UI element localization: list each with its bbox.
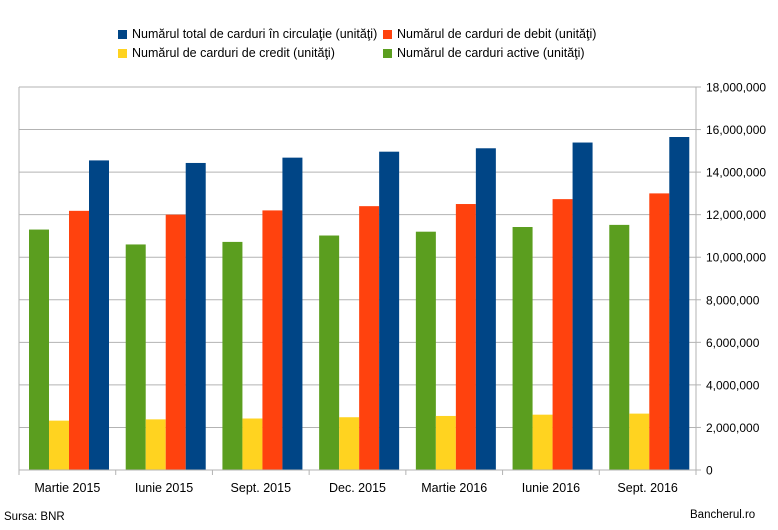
bar <box>165 214 186 470</box>
y-tick-label: 14,000,000 <box>706 166 766 180</box>
bar <box>415 231 436 470</box>
legend-label-total: Numărul total de carduri în circulaţie (… <box>132 27 378 41</box>
y-tick-label: 2,000,000 <box>706 421 760 435</box>
bar <box>532 414 553 470</box>
bar <box>609 224 630 470</box>
x-tick-label: Iunie 2016 <box>522 481 580 495</box>
legend-label-credit: Numărul de carduri de credit (unităţi) <box>132 46 335 60</box>
bar <box>455 204 476 470</box>
bar <box>69 210 89 470</box>
bar <box>89 160 109 471</box>
bar <box>125 244 146 470</box>
bar <box>359 206 380 470</box>
bars <box>29 137 690 471</box>
bar <box>475 148 496 470</box>
bar <box>319 235 340 470</box>
x-tick-label: Sept. 2016 <box>617 481 678 495</box>
legend-item-debit: Numărul de carduri de debit (unităţi) <box>383 27 596 41</box>
bar <box>222 241 243 470</box>
bar <box>512 227 533 470</box>
legend-swatch-total <box>118 29 127 39</box>
bar <box>29 229 49 470</box>
grid-lines <box>19 86 696 471</box>
x-tick-label: Dec. 2015 <box>329 481 386 495</box>
axes <box>18 86 701 475</box>
x-tick-label: Martie 2015 <box>34 481 100 495</box>
bar <box>282 157 303 471</box>
bar <box>552 199 573 470</box>
y-tick-label: 6,000,000 <box>706 336 760 350</box>
y-tick-label: 8,000,000 <box>706 293 760 307</box>
x-tick-label: Martie 2016 <box>421 481 487 495</box>
y-tick-label: 4,000,000 <box>706 378 760 392</box>
bar <box>242 418 263 470</box>
legend-swatch-debit <box>383 29 392 39</box>
bar <box>185 162 206 470</box>
legend-label-debit: Numărul de carduri de debit (unităţi) <box>397 27 597 41</box>
y-tick-label: 12,000,000 <box>706 208 766 222</box>
bar <box>339 417 360 470</box>
x-tick-label: Sept. 2015 <box>231 481 292 495</box>
legend-item-credit: Numărul de carduri de credit (unităţi) <box>118 46 335 60</box>
x-tick-labels: Martie 2015 Iunie 2015 Sept. 2015 Dec. 2015… <box>34 481 678 495</box>
legend-item-total: Numărul total de carduri în circulaţie (… <box>118 27 377 41</box>
legend-label-active: Numărul de carduri active (unităţi) <box>397 46 585 60</box>
brand-label: Bancherul.ro <box>690 509 756 521</box>
legend-item-active: Numărul de carduri active (unităţi) <box>383 46 585 60</box>
bar <box>435 415 456 470</box>
bar <box>669 137 690 470</box>
legend-swatch-active <box>383 48 392 58</box>
bar <box>629 413 650 470</box>
x-tick-label: Iunie 2015 <box>135 481 193 495</box>
y-tick-label: 18,000,000 <box>706 81 766 95</box>
y-tick-label: 16,000,000 <box>706 123 766 137</box>
y-tick-label: 0 <box>706 464 713 478</box>
bar <box>262 210 283 470</box>
bar <box>379 151 400 470</box>
source-note: Sursa: BNR <box>4 511 65 523</box>
legend-swatch-credit <box>118 48 127 58</box>
y-tick-labels: 0 2,000,000 4,000,000 6,000,000 8,000,000 10,… <box>706 81 766 478</box>
bar <box>145 419 166 470</box>
bar <box>572 142 593 470</box>
bar <box>49 420 69 470</box>
y-tick-label: 10,000,000 <box>706 251 766 265</box>
bar <box>649 193 670 470</box>
